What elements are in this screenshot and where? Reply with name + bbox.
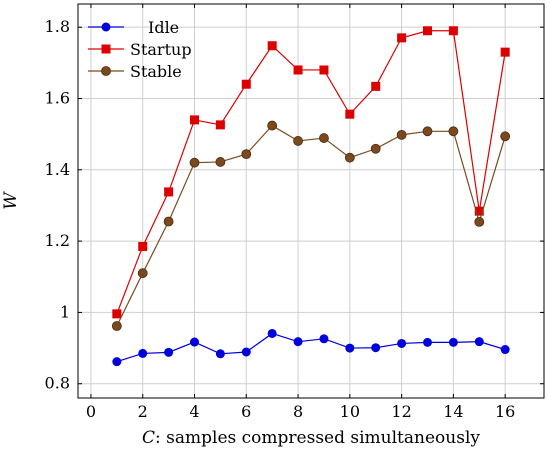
data-point-stable [448,126,459,137]
data-point-idle [448,337,458,347]
data-point-stable [474,216,485,227]
x-axis-label: C: samples compressed simultaneously [142,428,480,448]
data-point-startup [319,65,329,75]
y-tick-label: 1 [60,302,70,321]
data-point-startup [293,65,303,75]
data-point-idle [397,338,407,348]
series-line-startup [116,30,506,315]
data-point-stable [137,268,148,279]
data-point-stable [215,157,226,167]
x-tick-label: 10 [340,402,360,421]
series-startup [112,26,510,319]
data-series [111,26,511,367]
x-tick-label: 6 [241,402,251,421]
data-point-stable [163,216,174,227]
data-point-stable [370,143,381,154]
axis-ticks: 0 2 4 6 8 10 12 14 16 0.8 1 1.2 1.4 1.6 1.8 [45,4,544,421]
x-axis-label-text: : samples compressed simultaneously [155,428,480,448]
y-tick-label: 1.6 [45,88,70,107]
y-tick-label: 1.4 [45,160,70,179]
data-point-startup [164,187,174,197]
data-point-startup [423,26,432,36]
series-stable [111,120,511,331]
data-point-idle [293,337,303,347]
data-point-startup [474,206,484,216]
x-tick-label: 2 [138,402,148,421]
data-point-idle [112,357,122,367]
x-tick-label: 12 [391,402,411,421]
data-point-stable [111,321,122,331]
data-point-startup [215,120,225,130]
data-point-startup [138,241,148,251]
legend-marker-stable [101,66,111,76]
grid-lines [78,4,544,398]
data-point-idle [500,345,510,355]
data-point-idle [190,337,199,347]
data-point-stable [293,136,303,146]
data-point-startup [190,115,199,125]
series-line-idle [116,332,506,363]
data-point-idle [423,337,432,347]
data-point-idle [319,334,329,344]
legend-marker-startup [101,44,111,54]
data-point-startup [241,79,251,89]
legend-label-stable: Stable [130,62,182,81]
x-axis-label-symbol: C [142,428,155,448]
legend-marker-idle [101,22,111,32]
data-point-stable [344,152,355,163]
x-tick-label: 16 [495,402,515,421]
x-tick-label: 4 [189,402,199,421]
data-point-stable [500,131,511,142]
data-point-idle [371,343,381,353]
y-axis-label: W [1,191,21,210]
legend: Idle Startup Stable [88,18,192,81]
data-point-stable [422,126,433,137]
data-point-stable [267,120,278,131]
data-point-idle [215,349,225,359]
data-point-idle [267,328,277,338]
data-point-startup [500,47,510,57]
y-tick-label: 1.2 [45,231,70,250]
y-tick-label: 0.8 [45,374,70,393]
legend-label-idle: Idle [148,18,179,37]
data-point-idle [241,347,251,357]
legend-label-startup: Startup [130,40,192,59]
x-tick-label: 0 [86,402,96,421]
series-idle [112,328,510,367]
data-point-idle [138,348,148,358]
x-tick-label: 14 [443,402,463,421]
data-point-stable [189,157,200,168]
data-point-idle [164,347,174,357]
data-point-startup [397,33,407,43]
data-point-startup [267,41,277,51]
y-tick-label: 1.8 [45,17,70,36]
data-point-startup [345,109,355,119]
data-point-startup [371,81,381,91]
data-point-stable [241,149,252,160]
x-tick-label: 8 [293,402,303,421]
plot-frame [77,3,545,399]
data-point-stable [396,129,407,140]
data-point-idle [345,343,355,353]
data-point-idle [474,337,484,347]
data-point-startup [448,26,458,36]
series-line-stable [116,124,506,327]
data-point-stable [319,133,329,143]
data-point-startup [112,309,122,319]
